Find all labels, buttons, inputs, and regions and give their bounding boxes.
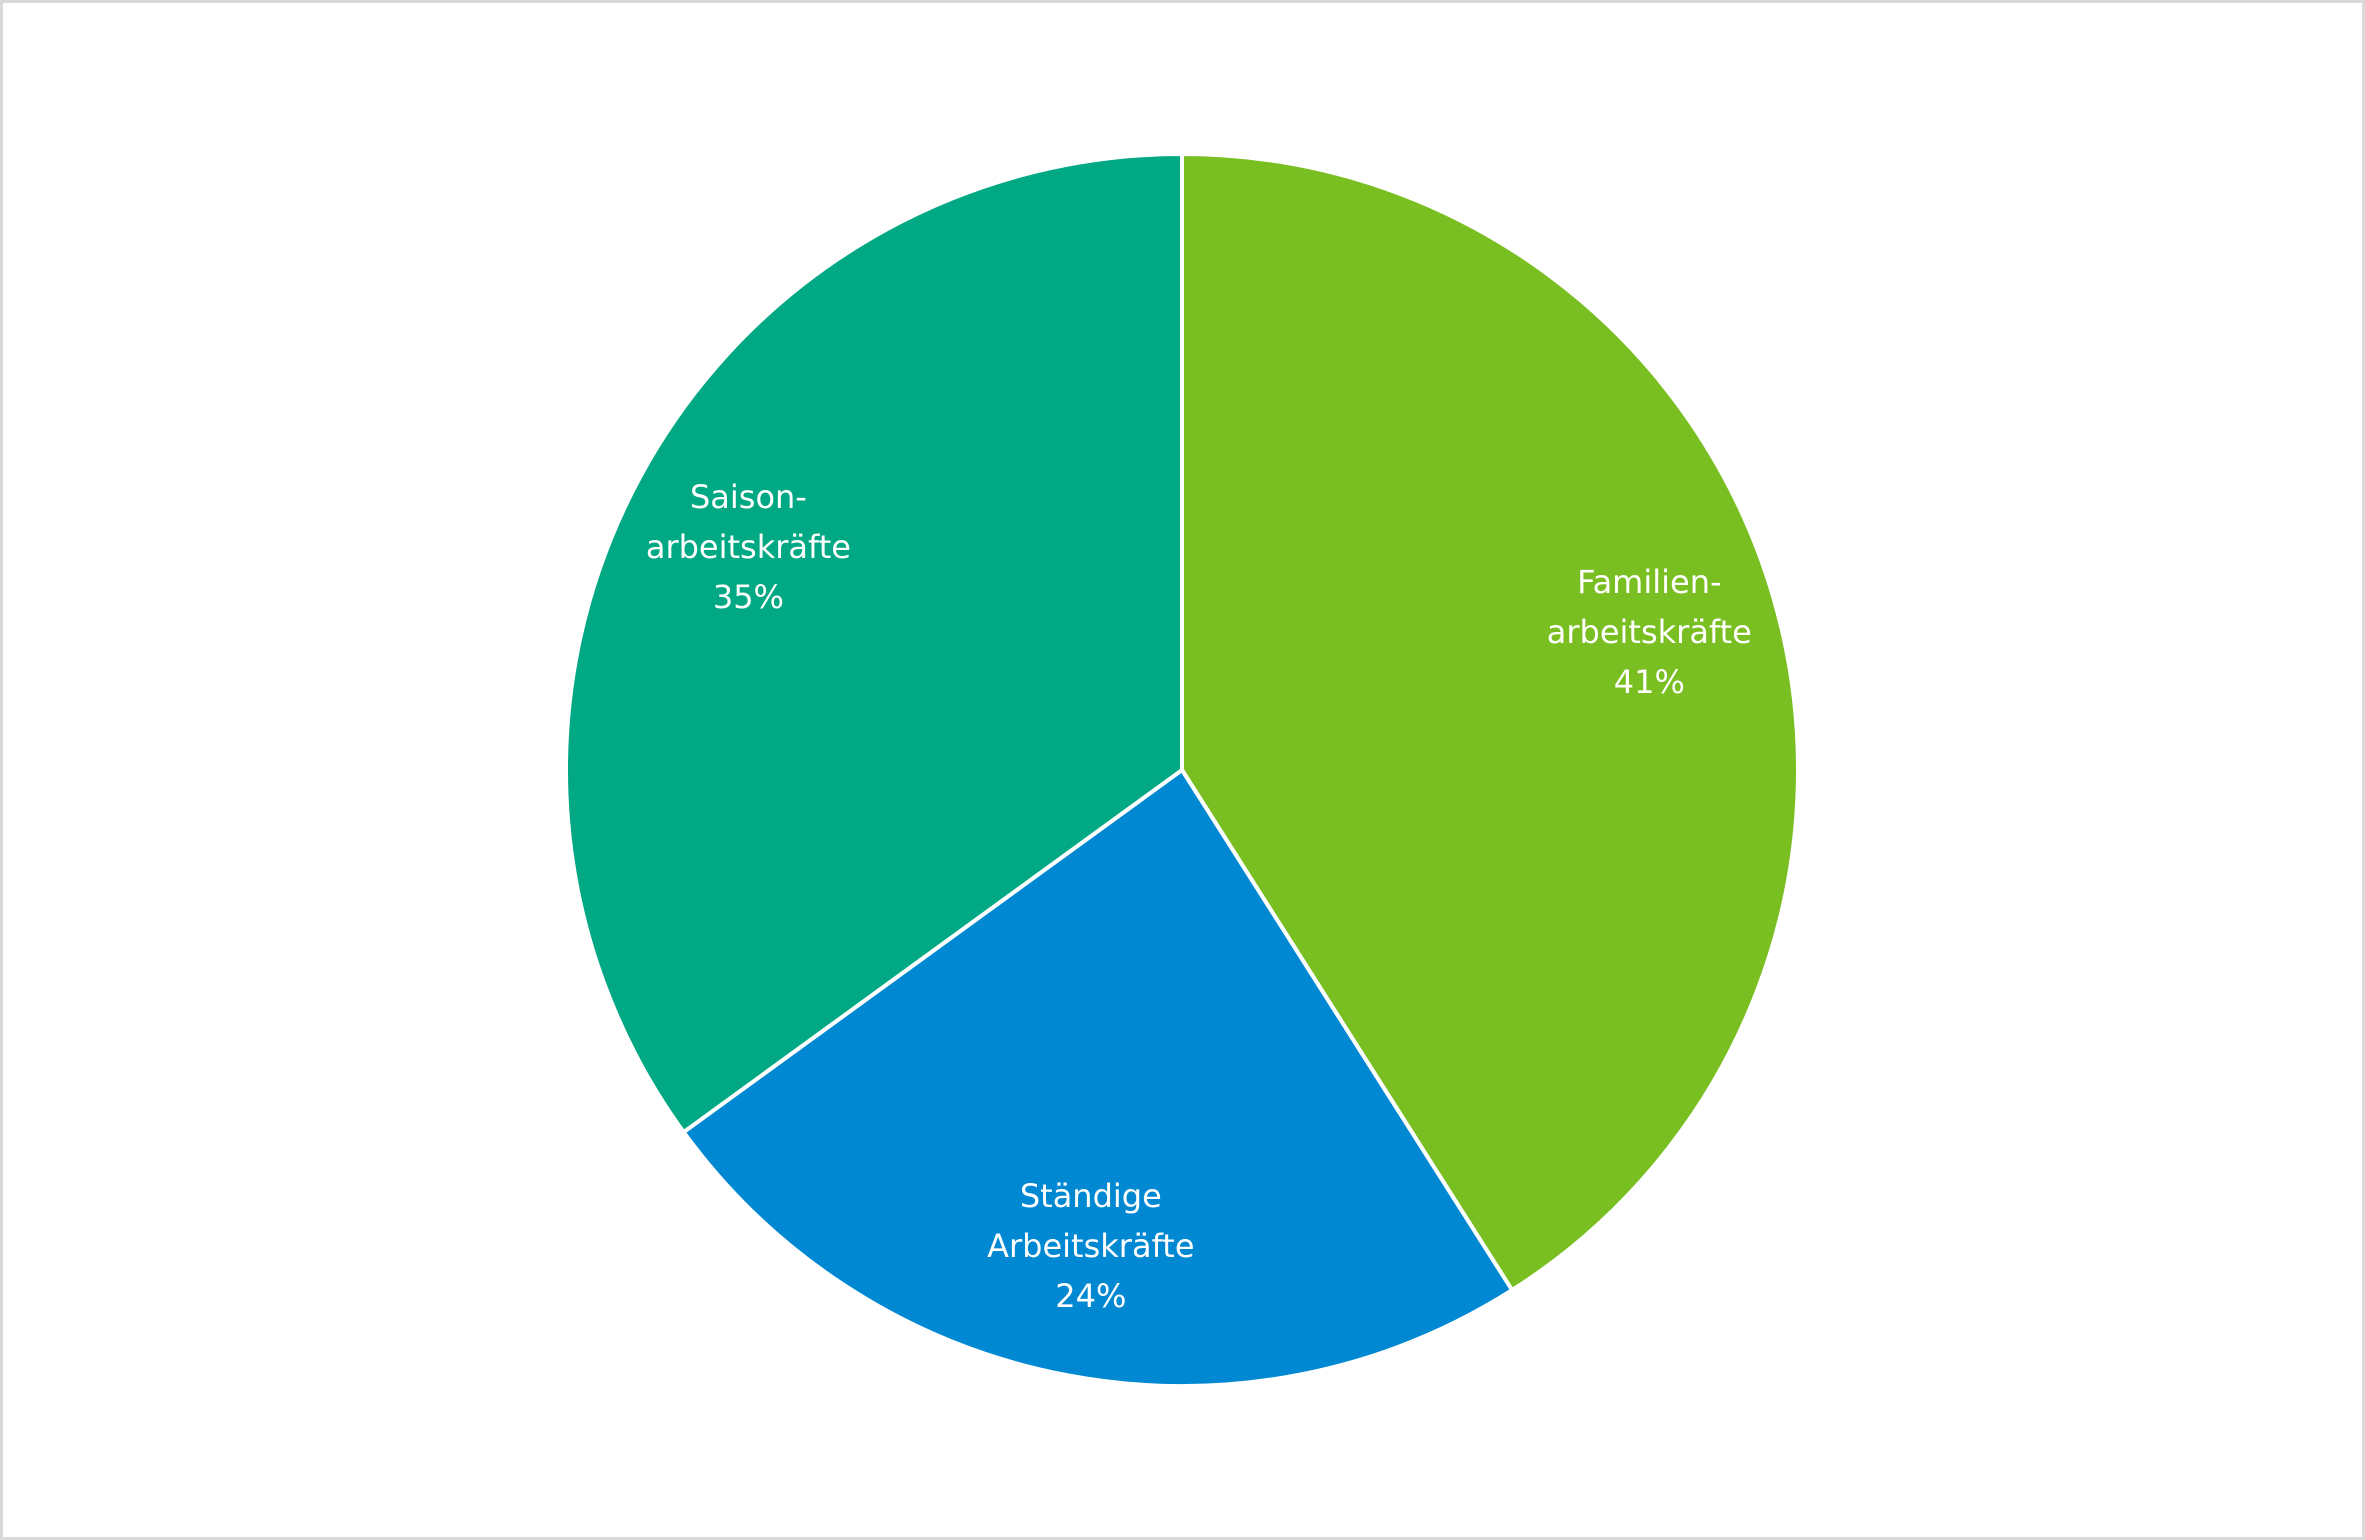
slice-label: arbeitskräfte <box>1547 613 1752 651</box>
pie-slice <box>1180 151 1801 1293</box>
slice-label: Saison- <box>690 478 807 516</box>
pie-slice <box>680 767 1515 1388</box>
slice-label: Familien- <box>1577 563 1721 601</box>
value-label: 41% <box>1614 663 1685 701</box>
slice-label: Ständige <box>1020 1177 1162 1215</box>
value-label: 35% <box>713 578 784 616</box>
pie-slice <box>564 151 1184 1135</box>
slice-label: arbeitskräfte <box>646 528 851 566</box>
slice-label: Arbeitskräfte <box>987 1227 1194 1265</box>
value-label: 24% <box>1055 1277 1126 1315</box>
